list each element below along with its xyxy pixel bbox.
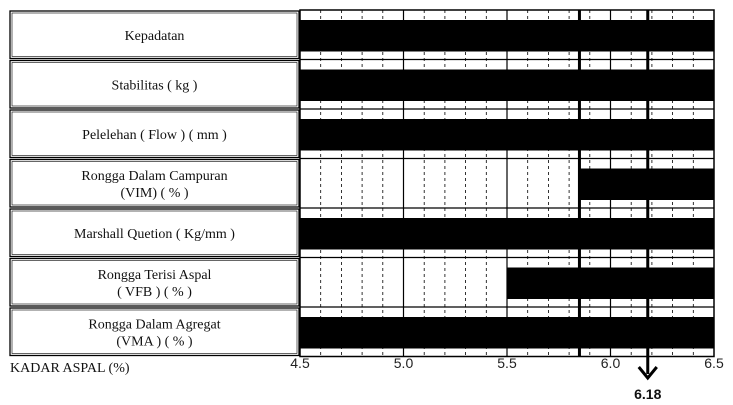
row-label-text: Rongga Terisi Aspal — [98, 268, 212, 283]
row-label-text: (VIM) ( % ) — [120, 186, 188, 201]
row-label-box-inner — [11, 210, 298, 255]
row-label-box — [9, 307, 300, 357]
row-label-box — [9, 257, 300, 307]
x-tick-label: 5.5 — [497, 355, 517, 371]
row-label-boxes: Kepadatan Stabilitas ( kg ) Pelelehan ( Fl… — [9, 10, 300, 357]
row-label-text: ( VFB ) ( % ) — [117, 285, 192, 300]
chart-bars — [300, 20, 714, 349]
optimum-marker: 6.18 — [634, 356, 662, 402]
row-label-text: Marshall Quetion ( Kg/mm ) — [74, 227, 235, 242]
row-label-text: (VMA ) ( % ) — [116, 334, 193, 349]
row-label-box-inner — [11, 260, 298, 305]
x-axis-label: KADAR ASPAL (%) — [10, 361, 130, 376]
bar — [300, 317, 714, 349]
x-tick-label: 6.5 — [704, 355, 724, 371]
optimum-value-label: 6.18 — [634, 386, 661, 402]
row-label-box — [9, 59, 300, 109]
row-label-box-inner — [11, 161, 298, 206]
row-label-box — [9, 10, 300, 60]
x-tick-labels: 4.5 5.0 5.5 6.0 6.5 — [290, 355, 724, 371]
x-tick-label: 6.0 — [601, 355, 621, 371]
row-label-box-inner — [11, 62, 298, 107]
row-label-box — [9, 109, 300, 159]
row-label-box — [9, 208, 300, 258]
bar — [300, 218, 714, 250]
bar — [300, 69, 714, 101]
row-label-text: Rongga Dalam Agregat — [88, 317, 220, 332]
row-label-box-inner — [11, 309, 298, 354]
x-tick-label: 4.5 — [290, 355, 310, 371]
row-label-box — [9, 158, 300, 208]
bar — [507, 267, 714, 299]
row-label-text: Pelelehan ( Flow ) ( mm ) — [82, 128, 227, 143]
x-tick-label: 5.0 — [394, 355, 414, 371]
row-label-text: Stabilitas ( kg ) — [112, 78, 198, 93]
row-label-text: Kepadatan — [125, 29, 185, 44]
reference-lines — [577, 10, 650, 357]
row-label-text: Rongga Dalam Campuran — [81, 169, 227, 184]
row-label-box-inner — [11, 12, 298, 57]
bar — [300, 20, 714, 52]
bar — [300, 119, 714, 151]
optimum-arrow-icon — [637, 366, 658, 381]
row-label-box-inner — [11, 111, 298, 156]
